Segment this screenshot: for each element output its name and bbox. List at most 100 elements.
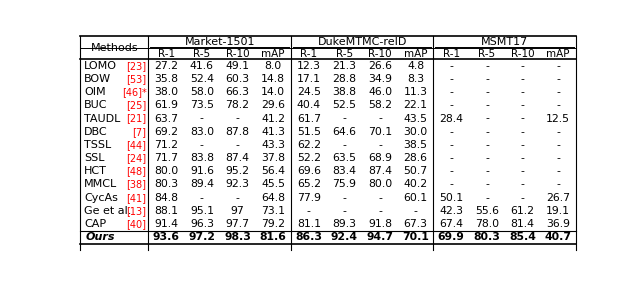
Text: MSMT17: MSMT17 <box>481 37 529 47</box>
Text: -: - <box>556 100 560 110</box>
Text: [24]: [24] <box>126 153 147 163</box>
Text: 42.3: 42.3 <box>439 206 463 216</box>
Text: -: - <box>342 193 346 203</box>
Text: TAUDL: TAUDL <box>84 113 120 123</box>
Text: 52.2: 52.2 <box>297 153 321 163</box>
Text: -: - <box>485 74 489 84</box>
Text: -: - <box>236 193 239 203</box>
Text: LOMO: LOMO <box>84 61 117 71</box>
Text: -: - <box>485 140 489 150</box>
Text: 81.1: 81.1 <box>297 219 321 229</box>
Text: 40.7: 40.7 <box>545 232 572 242</box>
Text: 64.6: 64.6 <box>332 127 356 137</box>
Text: -: - <box>200 140 204 150</box>
Text: 27.2: 27.2 <box>154 61 179 71</box>
Text: -: - <box>485 113 489 123</box>
Text: 81.4: 81.4 <box>511 219 534 229</box>
Text: -: - <box>520 113 525 123</box>
Text: 65.2: 65.2 <box>297 179 321 189</box>
Text: 37.8: 37.8 <box>261 153 285 163</box>
Text: -: - <box>485 153 489 163</box>
Text: [23]: [23] <box>126 61 147 71</box>
Text: Market-1501: Market-1501 <box>184 37 255 47</box>
Text: -: - <box>342 140 346 150</box>
Text: -: - <box>520 193 525 203</box>
Text: 63.5: 63.5 <box>332 153 356 163</box>
Text: 87.4: 87.4 <box>368 166 392 176</box>
Text: BOW: BOW <box>84 74 111 84</box>
Text: 96.3: 96.3 <box>190 219 214 229</box>
Text: 29.6: 29.6 <box>261 100 285 110</box>
Text: -: - <box>449 166 453 176</box>
Text: 94.7: 94.7 <box>367 232 394 242</box>
Text: 73.5: 73.5 <box>190 100 214 110</box>
Text: 28.8: 28.8 <box>332 74 356 84</box>
Text: 80.3: 80.3 <box>154 179 179 189</box>
Text: 64.8: 64.8 <box>261 193 285 203</box>
Text: 8.3: 8.3 <box>407 74 424 84</box>
Text: 38.8: 38.8 <box>332 87 356 97</box>
Text: -: - <box>342 206 346 216</box>
Text: mAP: mAP <box>404 49 428 59</box>
Text: 88.1: 88.1 <box>154 206 179 216</box>
Text: R-10: R-10 <box>368 49 392 59</box>
Text: -: - <box>378 206 382 216</box>
Text: 97: 97 <box>230 206 244 216</box>
Text: -: - <box>307 206 310 216</box>
Text: -: - <box>449 74 453 84</box>
Text: 80.0: 80.0 <box>154 166 179 176</box>
Text: -: - <box>485 100 489 110</box>
Text: -: - <box>449 87 453 97</box>
Text: [48]: [48] <box>126 166 147 176</box>
Text: 95.1: 95.1 <box>190 206 214 216</box>
Text: [7]: [7] <box>132 127 147 137</box>
Text: CAP: CAP <box>84 219 106 229</box>
Text: -: - <box>556 127 560 137</box>
Text: -: - <box>236 113 239 123</box>
Text: -: - <box>485 87 489 97</box>
Text: 52.4: 52.4 <box>190 74 214 84</box>
Text: -: - <box>556 140 560 150</box>
Text: 55.6: 55.6 <box>475 206 499 216</box>
Text: -: - <box>520 74 525 84</box>
Text: 38.0: 38.0 <box>154 87 179 97</box>
Text: 67.3: 67.3 <box>404 219 428 229</box>
Text: 43.5: 43.5 <box>404 113 428 123</box>
Text: 22.1: 22.1 <box>404 100 428 110</box>
Text: R-1: R-1 <box>157 49 175 59</box>
Text: -: - <box>556 153 560 163</box>
Text: 67.4: 67.4 <box>439 219 463 229</box>
Text: 80.0: 80.0 <box>368 179 392 189</box>
Text: mAP: mAP <box>261 49 285 59</box>
Text: 80.3: 80.3 <box>474 232 500 242</box>
Text: R-5: R-5 <box>193 49 211 59</box>
Text: 45.5: 45.5 <box>261 179 285 189</box>
Text: Ours: Ours <box>86 232 115 242</box>
Text: -: - <box>520 153 525 163</box>
Text: 91.4: 91.4 <box>154 219 179 229</box>
Text: 40.2: 40.2 <box>404 179 428 189</box>
Text: Methods: Methods <box>90 43 138 53</box>
Text: 68.9: 68.9 <box>368 153 392 163</box>
Text: R-5: R-5 <box>336 49 353 59</box>
Text: 92.4: 92.4 <box>331 232 358 242</box>
Text: HCT: HCT <box>84 166 107 176</box>
Text: 21.3: 21.3 <box>332 61 356 71</box>
Text: 11.3: 11.3 <box>404 87 428 97</box>
Text: 8.0: 8.0 <box>264 61 282 71</box>
Text: -: - <box>520 179 525 189</box>
Text: -: - <box>449 140 453 150</box>
Text: 69.2: 69.2 <box>154 127 179 137</box>
Text: 78.0: 78.0 <box>475 219 499 229</box>
Text: [53]: [53] <box>126 74 147 84</box>
Text: 58.2: 58.2 <box>368 100 392 110</box>
Text: 69.6: 69.6 <box>297 166 321 176</box>
Text: 51.5: 51.5 <box>297 127 321 137</box>
Text: -: - <box>520 61 525 71</box>
Text: 38.5: 38.5 <box>404 140 428 150</box>
Text: -: - <box>520 140 525 150</box>
Text: Ge et al.: Ge et al. <box>84 206 131 216</box>
Text: 95.2: 95.2 <box>225 166 250 176</box>
Text: -: - <box>378 193 382 203</box>
Text: 56.4: 56.4 <box>261 166 285 176</box>
